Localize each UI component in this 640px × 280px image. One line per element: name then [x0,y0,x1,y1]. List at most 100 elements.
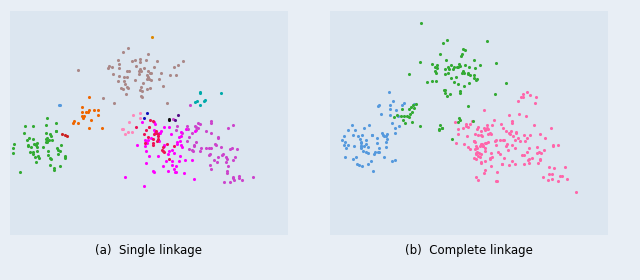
Point [191,125,201,130]
Point [463,71,473,76]
Point [123,85,133,90]
Point [60,155,70,159]
Point [467,119,477,124]
Point [42,138,52,143]
Point [470,140,480,144]
Point [191,140,202,145]
Point [89,108,99,113]
Point [441,57,451,62]
Point [77,116,88,120]
Point [41,131,51,136]
Point [480,149,490,153]
Point [415,60,426,65]
Point [475,63,485,67]
Point [492,169,502,174]
Point [525,92,535,97]
Point [51,121,61,126]
Point [485,156,495,161]
Point [134,116,145,120]
Point [461,122,471,127]
Point [356,144,366,148]
Point [42,140,52,144]
Point [168,65,179,69]
Point [113,57,124,62]
Point [51,129,61,134]
Point [446,76,456,80]
Point [367,133,377,137]
Point [142,73,152,78]
Point [483,131,493,136]
Point [135,59,145,64]
Point [161,159,172,163]
Point [150,130,161,134]
Point [385,103,396,108]
Point [427,79,437,83]
Point [222,168,232,173]
Point [393,114,403,118]
Point [490,92,500,96]
Point [451,141,461,145]
Point [166,148,177,152]
Point [548,144,558,148]
Point [557,174,567,179]
Point [510,138,520,143]
Point [473,133,483,137]
Point [162,141,172,146]
Point [205,130,216,135]
Point [131,64,141,68]
Point [465,122,475,126]
Point [458,71,468,75]
Point [481,127,491,132]
Point [483,125,493,130]
Point [372,141,382,146]
Point [28,136,38,141]
Point [440,90,450,95]
Point [156,71,166,76]
Point [470,157,481,161]
Point [45,156,56,160]
Point [404,115,414,120]
Point [378,133,388,137]
Point [343,143,353,147]
Point [211,142,221,146]
Point [496,122,506,126]
Point [458,47,468,52]
Point [454,62,465,66]
Point [163,156,173,161]
Point [170,144,180,148]
Point [180,157,190,162]
Point [45,163,55,167]
Point [349,143,359,148]
Point [121,92,131,96]
Point [154,77,164,82]
Point [492,143,502,147]
Point [49,166,59,170]
Point [152,132,163,136]
Point [212,155,223,160]
Point [136,94,146,99]
Point [398,118,408,122]
Point [141,140,152,144]
Point [518,133,529,137]
Point [492,138,502,142]
Point [382,136,392,141]
Point [15,170,25,174]
Point [372,136,383,140]
Point [498,138,508,143]
Point [223,126,234,130]
Point [44,138,54,143]
Point [478,144,488,148]
Point [29,142,39,146]
Point [179,171,189,175]
Point [470,174,481,179]
Point [490,178,500,183]
Point [123,129,133,134]
Point [402,114,412,118]
Point [548,142,558,147]
Point [53,151,63,156]
Point [79,114,89,118]
Point [351,155,361,160]
Point [204,146,214,150]
Point [516,95,527,100]
Point [478,144,488,149]
